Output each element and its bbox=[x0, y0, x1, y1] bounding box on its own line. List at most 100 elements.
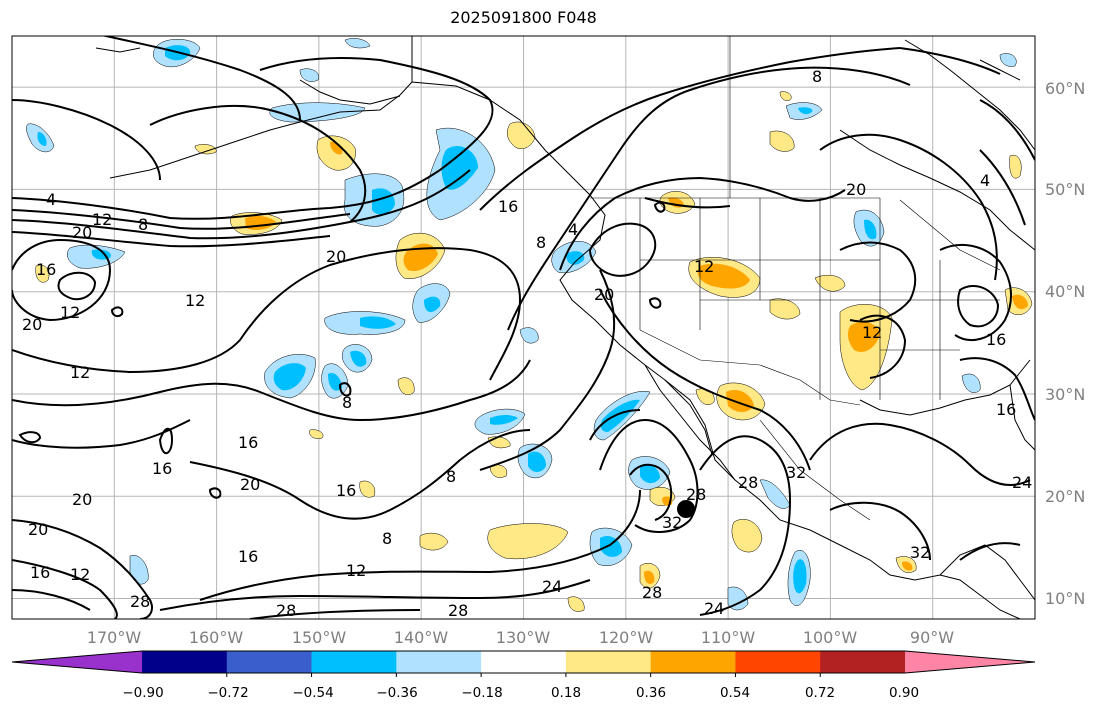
contour-label: 28 bbox=[686, 485, 706, 504]
contour-label: 4 bbox=[980, 171, 990, 190]
neg-region bbox=[519, 327, 539, 344]
lat-label: 50°N bbox=[1045, 180, 1085, 199]
coastlines bbox=[95, 36, 1035, 619]
contour-label: 16 bbox=[498, 197, 518, 216]
contour-label: 16 bbox=[152, 459, 172, 478]
neg-core bbox=[328, 372, 342, 391]
neg-core bbox=[273, 363, 306, 391]
contour-label: 12 bbox=[185, 291, 205, 310]
neg-core bbox=[600, 399, 640, 432]
contour-label: 20 bbox=[72, 490, 92, 509]
contour-label: 32 bbox=[662, 513, 682, 532]
pos-region bbox=[397, 377, 415, 395]
colorbar-extend-low bbox=[12, 651, 142, 673]
map-border bbox=[11, 35, 1036, 620]
lat-label: 20°N bbox=[1045, 487, 1085, 506]
contour-label: 16 bbox=[238, 433, 258, 452]
lat-label: 40°N bbox=[1045, 282, 1085, 301]
neg-core bbox=[350, 350, 367, 367]
contour-label: 24 bbox=[1012, 473, 1032, 492]
height-contours bbox=[12, 36, 1035, 619]
contour-label: 20 bbox=[22, 315, 42, 334]
colorbar-tick-labels: −0.90 −0.72 −0.54 −0.36 −0.18 0.18 0.36 … bbox=[122, 685, 919, 701]
colorbar-tick-label: −0.72 bbox=[207, 685, 248, 701]
graticule bbox=[12, 36, 1035, 619]
contour-label: 16 bbox=[36, 260, 56, 279]
colorbar-tick-label: 0.90 bbox=[889, 685, 919, 701]
pos-core bbox=[1012, 294, 1028, 310]
contour-label: 28 bbox=[130, 592, 150, 611]
pos-core bbox=[902, 561, 913, 571]
pos-region bbox=[567, 596, 585, 612]
lon-label: 90°W bbox=[910, 628, 954, 647]
political-borders bbox=[590, 36, 1001, 521]
neg-region bbox=[999, 53, 1017, 67]
colorbar-tick-label: −0.18 bbox=[461, 685, 502, 701]
colorbar-tick-label: 0.72 bbox=[805, 685, 835, 701]
contour-label: 4 bbox=[568, 220, 578, 239]
lon-label: 100°W bbox=[803, 628, 858, 647]
contour-label: 20 bbox=[240, 475, 260, 494]
contour-label: 8 bbox=[342, 393, 352, 412]
contour-label: 16 bbox=[986, 330, 1006, 349]
neg-core bbox=[528, 451, 546, 472]
lon-label: 110°W bbox=[701, 628, 756, 647]
contour-label: 16 bbox=[996, 400, 1016, 419]
contour-label: 28 bbox=[738, 473, 758, 492]
colorbar-extend-high bbox=[905, 651, 1035, 673]
pos-region bbox=[194, 144, 217, 155]
lon-label: 160°W bbox=[189, 628, 244, 647]
colorbar-tick-label: −0.54 bbox=[292, 685, 333, 701]
neg-region bbox=[344, 38, 371, 49]
neg-core bbox=[441, 146, 478, 190]
contour-label: 12 bbox=[92, 210, 112, 229]
colorbar-segment bbox=[311, 651, 397, 673]
pos-region bbox=[309, 429, 324, 439]
neg-core bbox=[640, 464, 660, 484]
contour-label-layer: 4 8 12 20 20 16 8 4 8 20 4 16 12 12 20 1… bbox=[22, 67, 1032, 620]
pos-core bbox=[847, 321, 880, 353]
colorbar bbox=[11, 650, 1036, 677]
contour-label: 24 bbox=[542, 577, 562, 596]
colorbar-tick-label: 0.54 bbox=[720, 685, 750, 701]
contour-label: 20 bbox=[72, 223, 92, 242]
contour-label: 24 bbox=[704, 599, 724, 618]
lon-label: 150°W bbox=[292, 628, 347, 647]
colorbar-segment bbox=[650, 651, 736, 673]
lat-label: 10°N bbox=[1045, 589, 1085, 608]
pos-core bbox=[403, 243, 438, 272]
contour-label: 12 bbox=[60, 303, 80, 322]
contour-label: 16 bbox=[336, 481, 356, 500]
pos-region bbox=[507, 121, 536, 150]
neg-core bbox=[372, 188, 395, 215]
contour-label: 12 bbox=[70, 363, 90, 382]
contour-label: 20 bbox=[326, 247, 346, 266]
pos-region bbox=[489, 464, 508, 478]
lat-label: 60°N bbox=[1045, 79, 1085, 98]
pos-region bbox=[487, 523, 569, 560]
pos-region bbox=[779, 91, 792, 101]
contour-label: 12 bbox=[862, 323, 882, 342]
contour-label: 16 bbox=[238, 547, 258, 566]
neg-region bbox=[961, 373, 981, 393]
longitude-labels: 170°W 160°W 150°W 140°W 130°W 120°W 110°… bbox=[87, 628, 954, 647]
contour-label: 32 bbox=[910, 543, 930, 562]
pos-core bbox=[644, 570, 655, 584]
contour-label: 4 bbox=[46, 190, 56, 209]
neg-region bbox=[299, 68, 320, 82]
colorbar-tick-label: 0.18 bbox=[551, 685, 581, 701]
contour-label: 16 bbox=[30, 563, 50, 582]
contour-label: 20 bbox=[28, 520, 48, 539]
neg-core bbox=[360, 316, 396, 329]
pos-region bbox=[419, 532, 449, 551]
colorbar-tick-label: 0.36 bbox=[636, 685, 666, 701]
latitude-labels: 60°N 50°N 40°N 30°N 20°N 10°N bbox=[1045, 79, 1085, 608]
lon-label: 170°W bbox=[87, 628, 142, 647]
pos-region bbox=[814, 275, 846, 292]
colorbar-segment bbox=[735, 651, 821, 673]
colorbar-segment bbox=[226, 651, 313, 673]
pos-region bbox=[769, 298, 801, 320]
pos-region bbox=[731, 519, 763, 553]
contour-label: 32 bbox=[786, 463, 806, 482]
